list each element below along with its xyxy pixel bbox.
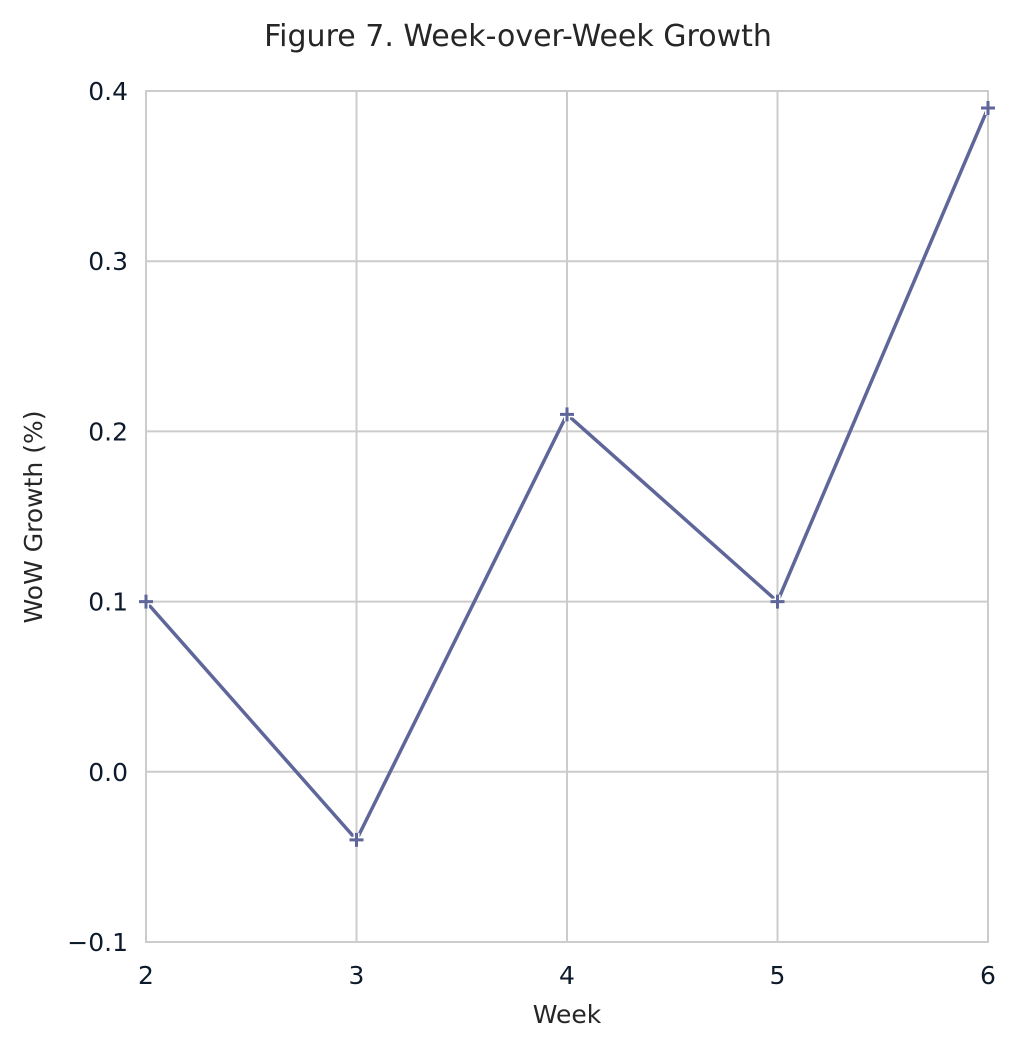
data-point-marker [560,407,574,422]
data-point-marker [349,832,364,847]
y-axis-label: WoW Growth (%) [19,411,48,624]
data-point-marker [981,101,995,116]
chart-title: Figure 7. Week-over-Week Growth [264,19,772,54]
tick-labels: 2 3 4 5 6 −0.1 0.0 0.1 0.2 0.3 0.4 [67,77,996,990]
grid [145,90,989,943]
series-group [139,101,995,847]
y-tick-label: −0.1 [67,928,128,957]
y-tick-label: 0.0 [88,758,128,787]
x-tick-label: 6 [980,961,996,990]
y-tick-label: 0.1 [88,588,128,617]
x-tick-label: 2 [138,961,154,990]
x-tick-label: 3 [349,961,365,990]
x-tick-label: 5 [770,961,786,990]
y-tick-label: 0.2 [88,417,128,446]
x-tick-label: 4 [559,961,575,990]
data-point-marker [139,594,153,609]
plot-frame [145,90,989,943]
data-point-marker [770,594,785,609]
x-axis-label: Week [533,1000,602,1029]
y-tick-label: 0.4 [88,77,128,106]
y-tick-label: 0.3 [88,247,128,276]
